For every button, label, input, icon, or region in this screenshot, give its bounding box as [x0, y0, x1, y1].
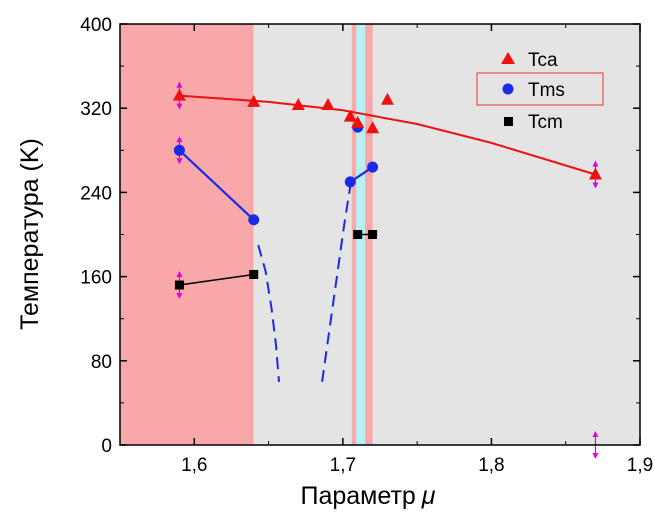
- tcm-point-0: [174, 280, 184, 290]
- tca-point-2: [291, 98, 305, 111]
- tca-point-4: [343, 109, 357, 122]
- legend-marker-tms: [502, 83, 514, 95]
- tca-point-3: [321, 98, 335, 111]
- legend-label-tms: Tms: [528, 80, 565, 101]
- background-bands: [120, 24, 640, 445]
- x-tick-label-0: 1,6: [181, 455, 207, 476]
- legend-label-tca: Tca: [528, 50, 558, 71]
- y-tick-label-1: 80: [91, 352, 112, 373]
- legend: Tca Tms Tcm: [476, 50, 604, 133]
- tca-point-1: [247, 94, 261, 107]
- axes: [119, 23, 641, 446]
- tca-point-8: [588, 167, 602, 180]
- tms-point-1: [248, 214, 260, 226]
- x-tick-label-1: 1,7: [330, 455, 356, 476]
- tcm-point-3: [368, 230, 378, 239]
- y-tick-label-4: 320: [80, 99, 112, 120]
- tca-point-6: [366, 121, 380, 134]
- x-tick-label-2: 1,8: [478, 455, 504, 476]
- tca-point-7: [380, 92, 394, 105]
- tcm-point-2: [353, 230, 363, 239]
- legend-marker-tca: [501, 52, 515, 64]
- x-axis-title-symbol: μ: [421, 482, 436, 510]
- x-axis-title: Параметр μ: [301, 482, 436, 510]
- y-tick-label-0: 0: [101, 436, 112, 457]
- tick-labels: 0 80 160 240 320 400 1,6 1,7 1,8 1,9: [80, 15, 653, 476]
- tcm-line-0: [179, 273, 254, 286]
- tms-dashed-line-0: [257, 244, 280, 382]
- series-layer: [172, 81, 602, 459]
- background-band-0: [120, 24, 254, 445]
- tcm-point-1: [249, 269, 259, 279]
- tms-point-4: [367, 161, 379, 173]
- tms-line-0: [178, 149, 255, 221]
- legend-label-tcm: Tcm: [528, 112, 563, 133]
- legend-marker-tcm: [504, 117, 513, 126]
- y-tick-label-5: 400: [80, 15, 112, 36]
- y-tick-label-3: 240: [80, 183, 112, 204]
- x-axis-title-text: Параметр: [301, 482, 416, 510]
- y-axis-title: Температура (K): [16, 138, 44, 330]
- tms-point-2: [344, 176, 356, 188]
- tms-point-0: [173, 144, 185, 156]
- legend-highlight-box: [476, 72, 604, 106]
- background-band-1: [253, 24, 640, 445]
- tca-point-5: [351, 115, 365, 128]
- y-tick-label-2: 160: [80, 268, 112, 289]
- x-tick-label-3: 1,9: [627, 455, 653, 476]
- legend-item-tca: Tca: [501, 50, 558, 71]
- tca-point-0: [172, 88, 186, 101]
- legend-item-tcm: Tcm: [504, 112, 563, 133]
- tms-dashed-line-1: [321, 185, 352, 383]
- legend-item-tms: Tms: [502, 80, 565, 101]
